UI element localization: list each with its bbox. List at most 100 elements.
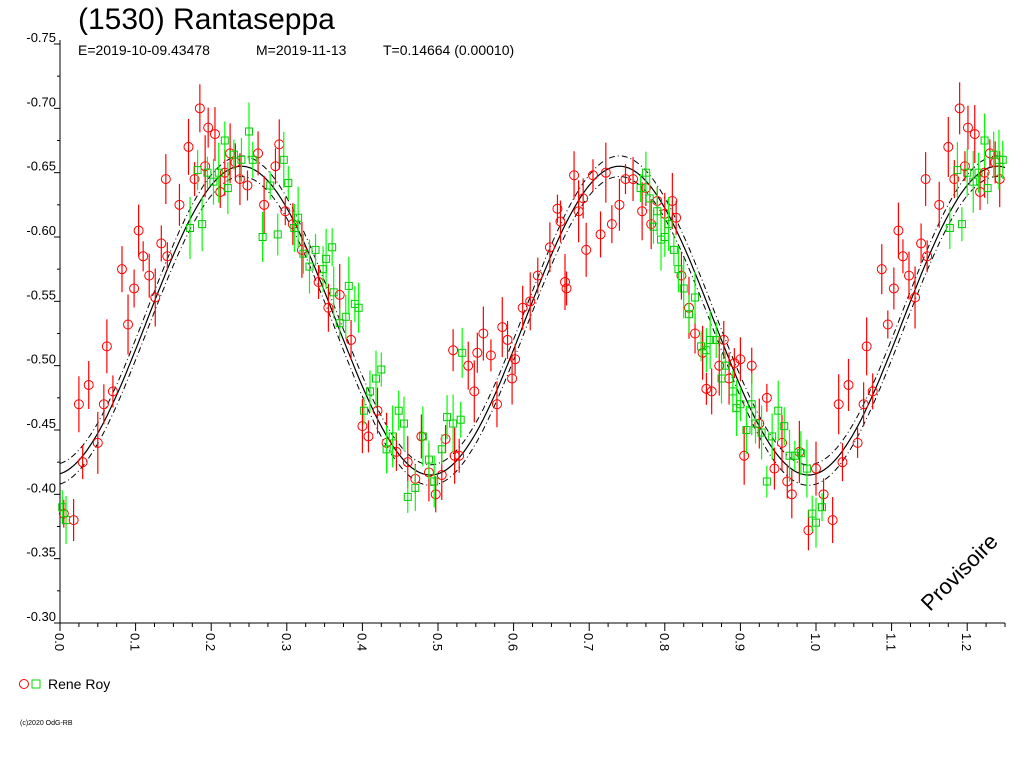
data-point	[229, 150, 238, 159]
data-point	[620, 174, 631, 185]
data-point	[768, 432, 777, 441]
data-point	[463, 360, 474, 371]
y-tick-label: -0.35	[26, 545, 56, 560]
epoch-label: E=2019-10-09.43478	[78, 42, 210, 58]
data-point	[194, 103, 205, 114]
data-point	[510, 354, 521, 365]
data-point	[280, 206, 291, 217]
fit-lower-bound	[59, 155, 1006, 466]
data-point	[742, 426, 751, 434]
data-point	[721, 361, 730, 370]
data-point	[507, 373, 518, 384]
data-point	[786, 489, 797, 500]
data-point	[600, 167, 611, 178]
data-point	[372, 374, 381, 383]
data-point	[354, 303, 363, 312]
data-point	[219, 167, 230, 178]
data-point	[491, 399, 502, 410]
data-point	[344, 281, 353, 290]
axes: -0.30 -0.35 -0.40 -0.45 -0.50 -0.55 -0.60 -0.65…	[26, 30, 1006, 651]
data-point	[209, 129, 220, 140]
data-point	[963, 168, 972, 177]
x-tick-label: 0.9	[732, 633, 747, 651]
data-point	[532, 270, 543, 281]
y-tick-label: -0.30	[26, 609, 56, 624]
data-point	[334, 289, 345, 300]
data-point	[893, 225, 904, 236]
data-point	[714, 360, 725, 371]
data-point	[186, 223, 195, 232]
data-point	[922, 251, 933, 262]
data-point	[440, 434, 451, 445]
data-point	[418, 432, 427, 441]
data-point	[454, 450, 465, 461]
data-point	[382, 445, 391, 454]
data-point	[569, 170, 580, 181]
data-point	[472, 347, 483, 358]
data-point	[735, 354, 746, 365]
data-point	[237, 155, 246, 164]
data-point	[701, 383, 712, 394]
data-point	[998, 155, 1007, 164]
data-point	[979, 167, 990, 178]
data-point	[994, 174, 1005, 185]
data-point	[969, 129, 980, 140]
data-point	[953, 166, 962, 175]
data-point	[945, 223, 954, 232]
data-point	[357, 421, 368, 432]
data-point	[790, 451, 799, 460]
x-tick-label: 0.7	[581, 633, 596, 651]
data-point	[684, 310, 693, 319]
data-point	[785, 451, 794, 460]
data-point	[954, 103, 965, 114]
data-point	[485, 350, 496, 361]
x-tick-label: 0.8	[657, 633, 672, 651]
data-point	[751, 419, 760, 428]
data-point	[123, 319, 134, 330]
data-point	[679, 284, 688, 293]
y-tick-label: -0.50	[26, 352, 56, 367]
data-point	[424, 455, 433, 464]
legend: Rene Roy	[18, 675, 110, 692]
data-point	[595, 229, 606, 240]
y-tick-label: -0.70	[26, 94, 56, 109]
data-point	[377, 365, 386, 374]
data-point	[83, 379, 94, 390]
data-point	[322, 254, 331, 263]
series-circle	[58, 82, 1005, 551]
data-point	[198, 220, 207, 229]
data-point	[774, 406, 783, 415]
data-point	[399, 419, 408, 428]
data-point	[107, 386, 118, 397]
data-point	[802, 464, 811, 473]
data-point	[796, 449, 805, 458]
x-tick-label: 1.1	[884, 633, 899, 651]
data-point	[949, 174, 960, 185]
data-point	[983, 184, 992, 193]
data-point	[843, 379, 854, 390]
data-point	[525, 296, 536, 307]
data-point	[667, 195, 678, 206]
data-point	[258, 233, 267, 241]
legend-markers-icon	[19, 679, 41, 690]
data-point	[436, 470, 447, 481]
data-point	[706, 335, 715, 344]
data-point	[762, 477, 771, 486]
data-point	[706, 386, 717, 397]
data-point	[129, 283, 140, 294]
data-point	[837, 457, 848, 468]
data-point	[174, 199, 185, 210]
fit-curve	[59, 165, 1006, 476]
data-point	[430, 489, 441, 500]
period-label: T=0.14664 (0.00010)	[383, 42, 515, 58]
data-point	[578, 193, 589, 204]
data-point	[888, 283, 899, 294]
x-tick-label: 1.0	[808, 633, 823, 651]
x-tick-label: 1.2	[959, 633, 974, 651]
data-point	[920, 174, 931, 185]
data-point	[220, 136, 229, 145]
data-point	[62, 516, 71, 525]
data-point	[962, 122, 973, 133]
data-point	[606, 219, 617, 230]
